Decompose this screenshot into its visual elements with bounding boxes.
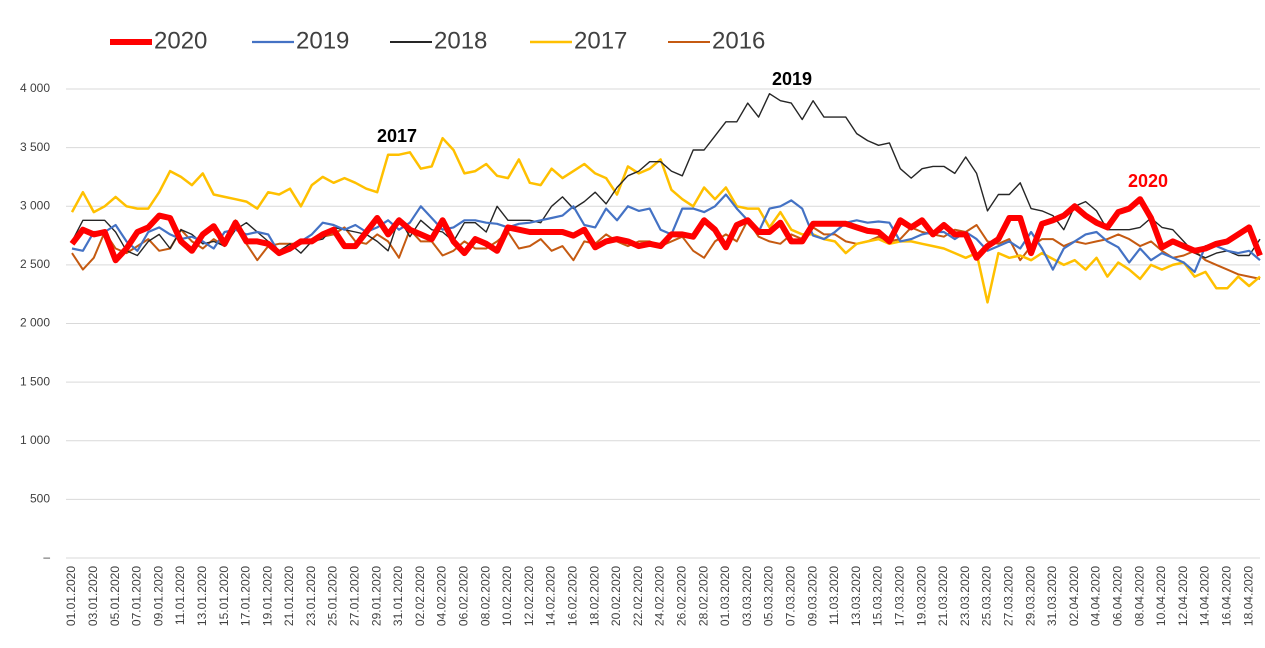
x-tick-label: 25.03.2020 [980,566,994,626]
y-tick-label: 4 000 [20,81,50,95]
x-tick-label: 26.02.2020 [675,566,689,626]
x-tick-label: 20.02.2020 [609,566,623,626]
x-tick-label: 12.04.2020 [1176,566,1190,626]
x-tick-label: 02.02.2020 [413,566,427,626]
annotation: 2020 [1128,171,1168,191]
x-tick-label: 15.03.2020 [871,566,885,626]
legend-label: 2020 [154,27,207,54]
x-tick-label: 11.03.2020 [827,566,841,625]
x-tick-label: 16.04.2020 [1219,566,1233,626]
x-tick-label: 23.01.2020 [304,566,318,626]
y-tick-label: 1 500 [20,374,50,388]
x-tick-label: 01.01.2020 [64,566,78,626]
x-tick-label: 29.01.2020 [369,566,383,626]
x-tick-label: 14.02.2020 [544,566,558,626]
y-tick-label: – [43,550,50,564]
x-tick-label: 22.02.2020 [631,566,645,626]
x-tick-label: 09.03.2020 [805,566,819,626]
legend-label: 2019 [296,27,349,54]
x-tick-label: 15.01.2020 [217,566,231,626]
x-tick-label: 19.01.2020 [260,566,274,626]
x-tick-label: 31.03.2020 [1045,566,1059,626]
x-tick-label: 31.01.2020 [391,566,405,626]
x-tick-label: 07.01.2020 [130,566,144,626]
x-tick-label: 23.03.2020 [958,566,972,626]
x-tick-label: 28.02.2020 [696,566,710,626]
x-tick-label: 11.01.2020 [173,566,187,625]
legend-label: 2017 [574,27,627,54]
x-tick-label: 04.04.2020 [1089,566,1103,626]
x-tick-label: 10.02.2020 [500,566,514,626]
x-tick-label: 01.03.2020 [718,566,732,626]
line-2019 [71,193,1261,273]
x-tick-label: 04.02.2020 [435,566,449,626]
x-tick-label: 17.01.2020 [239,566,253,626]
y-tick-label: 2 000 [20,316,50,330]
x-tick-label: 25.01.2020 [326,566,340,626]
x-tick-label: 21.03.2020 [936,566,950,626]
line-2017 [70,136,1261,304]
x-tick-label: 29.03.2020 [1023,566,1037,626]
x-tick-label: 08.02.2020 [478,566,492,626]
x-tick-label: 27.03.2020 [1001,566,1015,626]
x-tick-label: 27.01.2020 [348,566,362,626]
x-tick-label: 14.04.2020 [1198,566,1212,626]
x-tick-label: 05.03.2020 [762,566,776,626]
x-tick-label: 21.01.2020 [282,566,296,626]
x-tick-label: 17.03.2020 [893,566,907,626]
annotation: 2019 [772,69,812,89]
x-tick-label: 08.04.2020 [1132,566,1146,626]
x-tick-label: 18.04.2020 [1241,566,1255,626]
y-tick-label: 3 500 [20,140,50,154]
x-tick-label: 10.04.2020 [1154,566,1168,626]
x-tick-label: 09.01.2020 [151,566,165,626]
y-tick-label: 500 [30,492,50,506]
x-tick-label: 16.02.2020 [566,566,580,626]
x-tick-label: 06.02.2020 [457,566,471,626]
x-tick-label: 24.02.2020 [653,566,667,626]
x-tick-label: 12.02.2020 [522,566,536,626]
x-tick-label: 02.04.2020 [1067,566,1081,626]
annotation: 2017 [377,126,417,146]
x-tick-label: 07.03.2020 [784,566,798,626]
line-2016 [71,219,1261,280]
x-tick-label: 03.01.2020 [86,566,100,626]
y-tick-label: 3 000 [20,198,50,212]
x-tick-label: 13.01.2020 [195,566,209,626]
x-tick-label: 13.03.2020 [849,566,863,626]
y-tick-label: 2 500 [20,257,50,271]
legend-label: 2016 [712,27,765,54]
x-tick-label: 05.01.2020 [108,566,122,626]
x-tick-label: 18.02.2020 [587,566,601,626]
x-tick-label: 06.04.2020 [1110,566,1124,626]
legend-label: 2018 [434,27,487,54]
x-tick-label: 03.03.2020 [740,566,754,626]
x-tick-label: 19.03.2020 [914,566,928,626]
line-2020 [69,196,1263,264]
y-tick-label: 1 000 [20,433,50,447]
